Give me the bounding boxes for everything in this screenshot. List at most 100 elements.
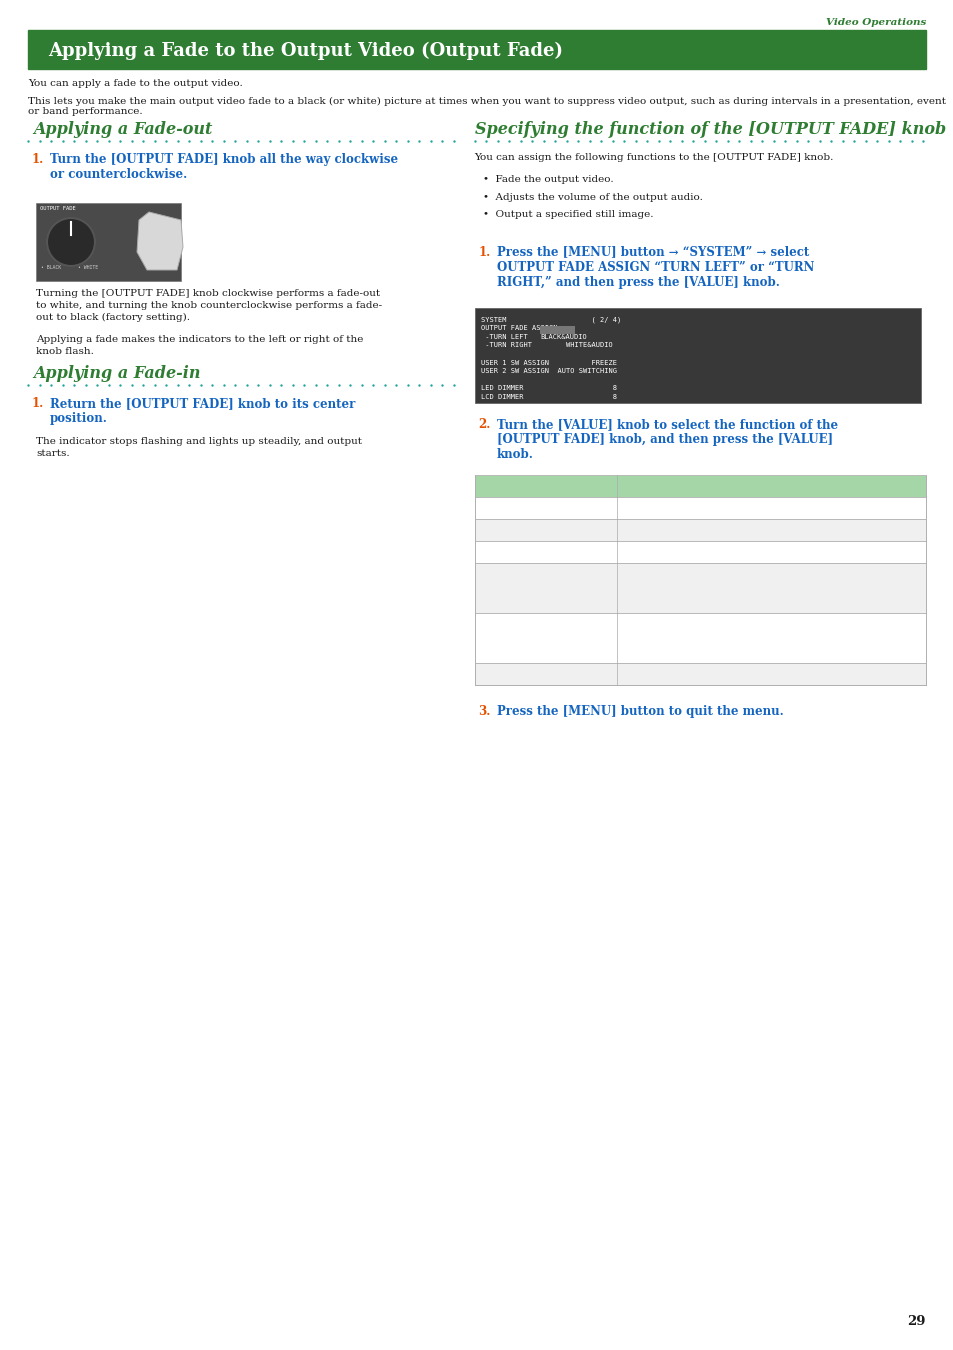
Point: [354, 130, 369, 151]
Circle shape: [47, 217, 95, 266]
Point: [354, 374, 369, 396]
Point: [204, 374, 219, 396]
Point: [78, 374, 93, 396]
Point: [193, 130, 208, 151]
Point: [604, 130, 619, 151]
Text: Applying a Fade to the Output Video (Output Fade): Applying a Fade to the Output Video (Out…: [48, 42, 562, 61]
Point: [67, 130, 82, 151]
Point: [147, 130, 162, 151]
Text: 1.: 1.: [478, 246, 490, 258]
Point: [274, 130, 289, 151]
Point: [673, 130, 688, 151]
Bar: [474, 308, 920, 402]
Point: [558, 130, 574, 151]
Point: [422, 130, 437, 151]
Point: [238, 130, 253, 151]
Text: Specifying the function of the [OUTPUT FADE] knob: Specifying the function of the [OUTPUT F…: [474, 122, 944, 138]
Point: [845, 130, 861, 151]
Text: Adjust the volume of the output audio.: Adjust the volume of the output audio.: [622, 548, 824, 556]
Point: [720, 130, 735, 151]
Bar: [28, 32, 925, 69]
Point: [399, 130, 415, 151]
Point: [20, 374, 35, 396]
Text: • WHITE: • WHITE: [78, 265, 98, 270]
Polygon shape: [137, 212, 183, 270]
Point: [822, 130, 838, 151]
Bar: [474, 541, 925, 563]
Point: [765, 130, 781, 151]
Text: LED DIMMER                     8: LED DIMMER 8: [480, 385, 616, 391]
Point: [477, 130, 493, 151]
Point: [811, 130, 826, 151]
Text: -TURN RIGHT        WHITE&AUDIO: -TURN RIGHT WHITE&AUDIO: [480, 343, 612, 348]
Text: Fade out to black.: Fade out to black.: [622, 504, 716, 513]
Point: [536, 130, 551, 151]
Point: [55, 130, 71, 151]
Text: •  Adjusts the volume of the output audio.: • Adjusts the volume of the output audio…: [482, 193, 701, 201]
Point: [43, 130, 58, 151]
Bar: [28, 30, 925, 32]
Point: [250, 374, 265, 396]
Bar: [474, 497, 925, 518]
Point: [376, 374, 392, 396]
Point: [570, 130, 585, 151]
Text: functions.: functions.: [622, 645, 674, 655]
Text: Applying a fade makes the indicators to the left or right of the
knob flash.: Applying a fade makes the indicators to …: [36, 335, 363, 356]
Point: [547, 130, 562, 151]
Point: [903, 130, 919, 151]
Point: [342, 374, 357, 396]
Point: [388, 374, 403, 396]
Text: • BLACK: • BLACK: [41, 265, 61, 270]
Point: [308, 130, 323, 151]
Point: [434, 374, 449, 396]
Point: [227, 374, 242, 396]
Text: BLACK&AUDIO: BLACK&AUDIO: [480, 583, 571, 593]
Point: [342, 130, 357, 151]
Point: [445, 130, 460, 151]
Point: [857, 130, 872, 151]
Point: [490, 130, 505, 151]
Point: [742, 130, 758, 151]
Text: OUTPUT FADE: OUTPUT FADE: [40, 207, 75, 211]
Bar: [474, 563, 925, 613]
Point: [43, 374, 58, 396]
Point: [215, 130, 231, 151]
Text: and the output audio volume adjustment: and the output audio volume adjustment: [622, 630, 836, 640]
Point: [524, 130, 539, 151]
Point: [31, 130, 47, 151]
Text: 2.: 2.: [478, 418, 491, 432]
Point: [880, 130, 895, 151]
Text: Fade out to white.: Fade out to white.: [622, 525, 717, 535]
Bar: [474, 474, 925, 497]
Point: [365, 130, 380, 151]
Point: [319, 374, 335, 396]
Point: [124, 130, 139, 151]
Point: [238, 374, 253, 396]
Point: [170, 374, 185, 396]
Text: •  Fade the output video.: • Fade the output video.: [482, 176, 613, 184]
Point: [296, 130, 312, 151]
Point: [411, 374, 426, 396]
Text: Explanation: Explanation: [622, 481, 697, 491]
Text: Press the [MENU] button → “SYSTEM” → select
OUTPUT FADE ASSIGN “TURN LEFT” or “T: Press the [MENU] button → “SYSTEM” → sel…: [496, 246, 813, 289]
Point: [800, 130, 815, 151]
Point: [422, 374, 437, 396]
Point: [708, 130, 723, 151]
Point: [627, 130, 642, 151]
Text: BLACK&AUDIO: BLACK&AUDIO: [540, 333, 587, 340]
Point: [67, 374, 82, 396]
Point: [639, 130, 654, 151]
Point: [90, 130, 105, 151]
Point: [376, 130, 392, 151]
Point: [411, 130, 426, 151]
Text: Simultaneously apply the fade-to-black: Simultaneously apply the fade-to-black: [622, 566, 827, 575]
Text: AUDIO: AUDIO: [480, 548, 520, 556]
Point: [112, 130, 128, 151]
Point: [227, 130, 242, 151]
Point: [466, 130, 481, 151]
Point: [170, 130, 185, 151]
Point: [513, 130, 528, 151]
Point: [158, 130, 173, 151]
Point: [593, 130, 608, 151]
Point: [55, 374, 71, 396]
